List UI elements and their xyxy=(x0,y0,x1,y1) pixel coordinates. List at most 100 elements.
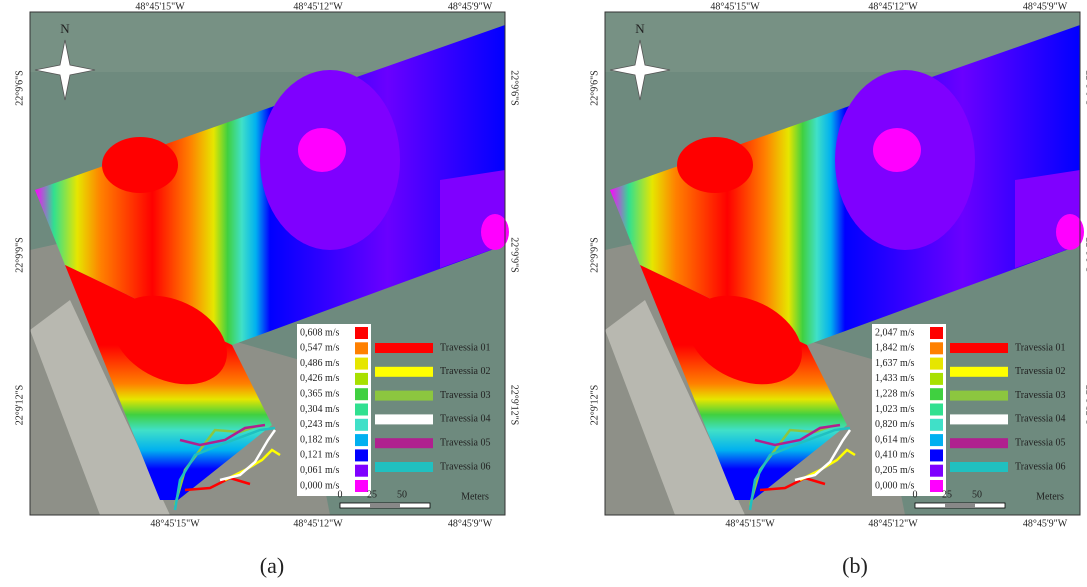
scale-label: 0 xyxy=(913,489,918,500)
longitude-label: 48°45'12"W xyxy=(868,1,918,12)
longitude-label: 48°45'15"W xyxy=(135,1,185,12)
latitude-label: 22°9'12"S xyxy=(14,385,25,425)
figure: 48°45'15"W 48°45'12"W 48°45'9"W 48°45'15"W 4… xyxy=(0,0,1087,587)
legend-swatch xyxy=(930,388,943,400)
latitude-label: 22°9'6"S xyxy=(509,70,520,105)
legend-value: 1,842 m/s xyxy=(875,343,915,354)
latitude-label: 22°9'9"S xyxy=(589,237,600,272)
north-label: N xyxy=(60,21,70,36)
track-swatch xyxy=(375,343,433,353)
magenta-core xyxy=(873,128,921,172)
track-label: Travessia 05 xyxy=(1015,437,1065,448)
track-swatch xyxy=(375,367,433,377)
legend-swatch xyxy=(930,434,943,446)
scale-bar xyxy=(370,503,400,508)
longitude-label: 48°45'15"W xyxy=(710,1,760,12)
north-label: N xyxy=(635,21,645,36)
track-swatch xyxy=(950,462,1008,472)
legend-value: 0,182 m/s xyxy=(300,434,340,445)
track-swatch xyxy=(950,414,1008,424)
longitude-label: 48°45'15"W xyxy=(150,518,200,529)
track-label: Travessia 03 xyxy=(440,390,490,401)
scale-unit: Meters xyxy=(461,491,489,502)
legend-value: 0,061 m/s xyxy=(300,465,340,476)
map-panel: 48°45'15"W 48°45'12"W 48°45'9"W 48°45'15"W 4… xyxy=(589,1,1087,578)
legend-value: 0,410 m/s xyxy=(875,450,915,461)
legend-value: 0,547 m/s xyxy=(300,343,340,354)
legend-value: 0,426 m/s xyxy=(300,373,340,384)
track-label: Travessia 02 xyxy=(1015,366,1065,377)
legend-value: 0,121 m/s xyxy=(300,450,340,461)
legend-swatch xyxy=(930,404,943,416)
legend-swatch xyxy=(355,434,368,446)
scale-label: 0 xyxy=(338,489,343,500)
magenta-core xyxy=(298,128,346,172)
legend-value: 0,205 m/s xyxy=(875,465,915,476)
track-swatch xyxy=(950,343,1008,353)
legend-value: 0,000 m/s xyxy=(875,480,915,491)
scale-label: 50 xyxy=(397,489,407,500)
latitude-label: 22°9'6"S xyxy=(589,70,600,105)
scale-bar xyxy=(945,503,975,508)
legend-value: 0,614 m/s xyxy=(875,434,915,445)
track-label: Travessia 05 xyxy=(440,437,490,448)
red-core xyxy=(102,137,178,193)
legend-value: 1,637 m/s xyxy=(875,358,915,369)
legend-value: 0,000 m/s xyxy=(300,480,340,491)
legend-swatch xyxy=(930,342,943,354)
track-label: Travessia 01 xyxy=(1015,342,1065,353)
latitude-label: 22°9'9"S xyxy=(14,237,25,272)
legend-swatch xyxy=(930,449,943,461)
track-label: Travessia 06 xyxy=(440,461,490,472)
longitude-label: 48°45'15"W xyxy=(725,518,775,529)
caption: (a) xyxy=(260,553,284,578)
track-label: Travessia 04 xyxy=(440,414,490,425)
longitude-label: 48°45'12"W xyxy=(293,518,343,529)
legend-swatch xyxy=(930,419,943,431)
legend-value: 0,365 m/s xyxy=(300,388,340,399)
scale-label: 25 xyxy=(367,489,377,500)
legend-swatch xyxy=(355,327,368,339)
legend-swatch xyxy=(355,388,368,400)
legend-value: 0,608 m/s xyxy=(300,327,340,338)
legend-swatch xyxy=(355,404,368,416)
track-swatch xyxy=(375,462,433,472)
longitude-label: 48°45'12"W xyxy=(293,1,343,12)
latitude-label: 22°9'12"S xyxy=(509,385,520,425)
longitude-label: 48°45'9"W xyxy=(448,518,493,529)
track-swatch xyxy=(375,391,433,401)
legend-swatch xyxy=(355,373,368,385)
latitude-label: 22°9'12"S xyxy=(589,385,600,425)
track-swatch xyxy=(375,438,433,448)
legend-value: 0,486 m/s xyxy=(300,358,340,369)
scale-label: 25 xyxy=(942,489,952,500)
legend-swatch xyxy=(355,342,368,354)
legend-value: 0,243 m/s xyxy=(300,419,340,430)
track-swatch xyxy=(950,391,1008,401)
scale-unit: Meters xyxy=(1036,491,1064,502)
legend-swatch xyxy=(355,419,368,431)
track-label: Travessia 03 xyxy=(1015,390,1065,401)
legend-swatch xyxy=(930,327,943,339)
legend-value: 1,228 m/s xyxy=(875,388,915,399)
legend-value: 1,023 m/s xyxy=(875,404,915,415)
latitude-label: 22°9'6"S xyxy=(14,70,25,105)
caption: (b) xyxy=(842,553,868,578)
longitude-label: 48°45'12"W xyxy=(868,518,918,529)
track-swatch xyxy=(375,414,433,424)
legend-value: 0,304 m/s xyxy=(300,404,340,415)
track-label: Travessia 06 xyxy=(1015,461,1065,472)
legend-swatch xyxy=(930,358,943,370)
longitude-label: 48°45'9"W xyxy=(448,1,493,12)
legend-swatch xyxy=(930,465,943,477)
track-swatch xyxy=(950,438,1008,448)
legend-value: 0,820 m/s xyxy=(875,419,915,430)
longitude-label: 48°45'9"W xyxy=(1023,1,1068,12)
longitude-label: 48°45'9"W xyxy=(1023,518,1068,529)
red-core xyxy=(677,137,753,193)
track-label: Travessia 02 xyxy=(440,366,490,377)
legend-value: 2,047 m/s xyxy=(875,327,915,338)
latitude-label: 22°9'9"S xyxy=(509,237,520,272)
legend-swatch xyxy=(355,358,368,370)
scale-label: 50 xyxy=(972,489,982,500)
